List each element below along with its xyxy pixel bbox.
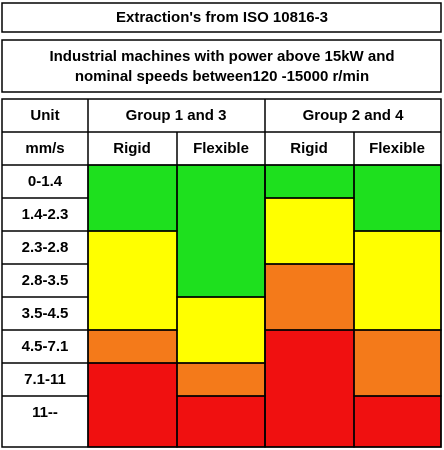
zone-a [354,165,441,231]
row-label: 11-- [32,404,58,421]
zone-b [88,231,177,330]
zone-d [354,396,441,447]
row-label: 7.1-11 [24,371,66,388]
header-cell: Rigid [113,140,151,157]
zone-c [177,363,265,396]
zone-b [354,231,441,330]
zone-b [265,198,354,264]
subtitle-line: nominal speeds between120 -15000 r/min [75,68,369,85]
header-cell: mm/s [25,140,64,157]
zone-d [88,363,177,447]
title-box [1,2,442,33]
header-cell: Group 1 and 3 [126,107,227,124]
zone-d [177,396,265,447]
title: Extraction's from ISO 10816-3 [116,9,328,26]
row-label: 2.8-3.5 [22,272,69,289]
header-cell: Unit [30,107,59,124]
zone-c [354,330,441,396]
zone-c [88,330,177,363]
zone-c [265,264,354,330]
zone-a [177,165,265,297]
zone-b [177,297,265,363]
row-label: 3.5-4.5 [22,305,69,322]
zones [88,165,441,447]
subtitle-box [1,39,442,93]
zone-a [265,165,354,198]
row-label: 2.3-2.8 [22,239,69,256]
row-label: 1.4-2.3 [22,206,69,223]
header-cell: Group 2 and 4 [303,107,405,124]
zone-a [88,165,177,231]
row-label: 4.5-7.1 [22,338,69,355]
header-cell: Flexible [193,140,249,157]
table-frame [1,98,442,448]
header-cell: Rigid [290,140,328,157]
header-cell: Flexible [369,140,425,157]
row-labels: 0-1.4 1.4-2.3 2.3-2.8 2.8-3.5 3.5-4.5 4.5-7.1… [2,173,88,421]
zone-d [265,330,354,447]
row-label: 0-1.4 [28,173,63,190]
subtitle-line: Industrial machines with power above 15k… [49,48,394,65]
